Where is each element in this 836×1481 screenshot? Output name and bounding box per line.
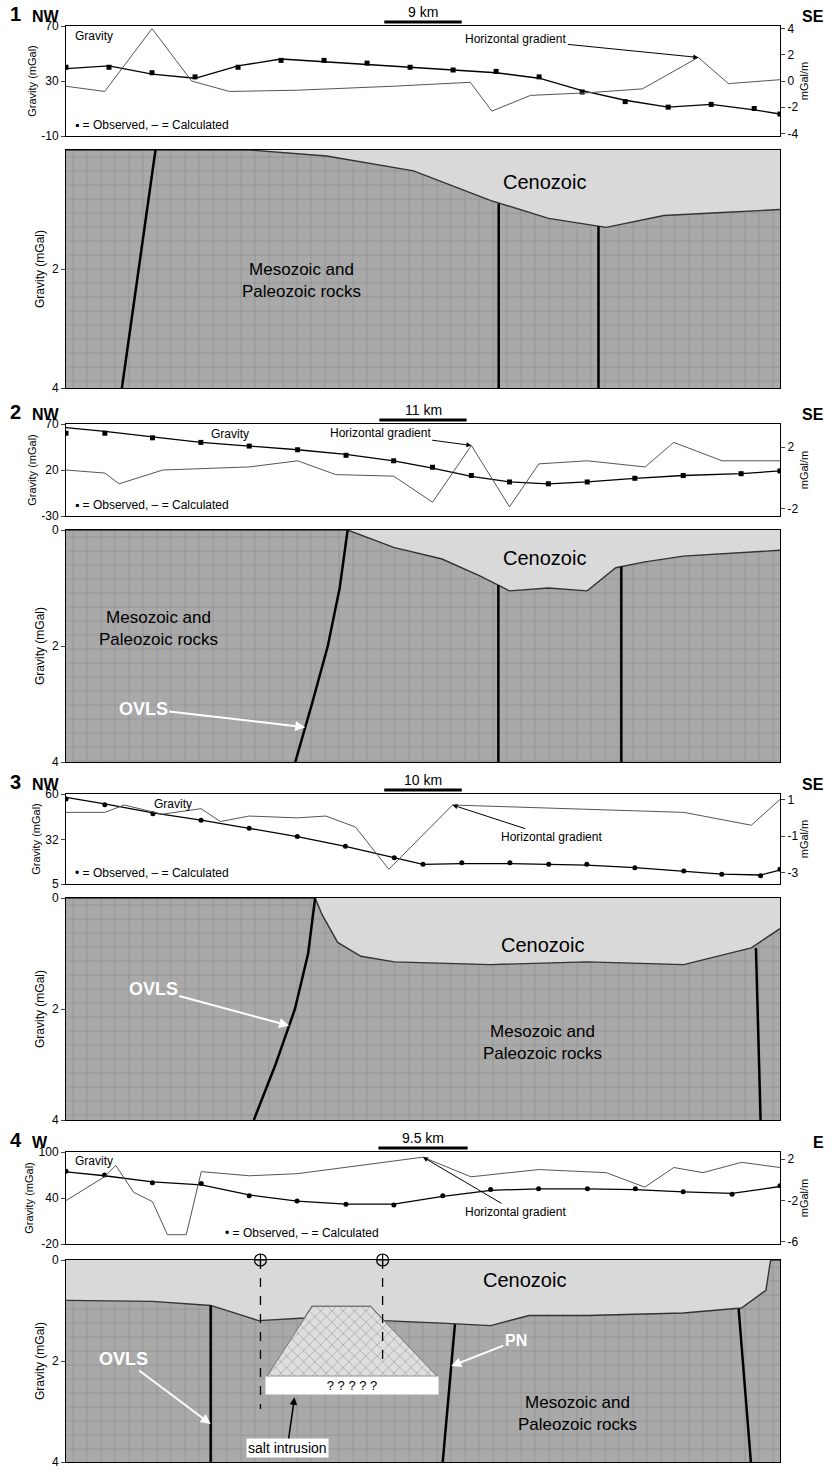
- svg-text:-30: -30: [41, 509, 59, 523]
- svg-text:PN: PN: [505, 1332, 527, 1349]
- svg-text:Gravity (mGal): Gravity (mGal): [33, 970, 47, 1048]
- svg-text:Cenozoic: Cenozoic: [503, 171, 586, 193]
- svg-text:OVLS: OVLS: [129, 979, 178, 999]
- svg-text:salt intrusion: salt intrusion: [248, 1440, 327, 1456]
- svg-text:mGal/m: mGal/m: [798, 451, 810, 490]
- svg-text:Gravity (mGal): Gravity (mGal): [33, 1322, 47, 1400]
- svg-text:100: 100: [39, 1145, 59, 1159]
- svg-text:5: 5: [52, 877, 59, 891]
- svg-text:4: 4: [787, 22, 794, 36]
- svg-text:-10: -10: [41, 129, 59, 143]
- svg-text:2: 2: [52, 639, 59, 653]
- svg-text:3: 3: [10, 771, 21, 793]
- svg-text:2: 2: [787, 48, 794, 62]
- svg-text:32: 32: [45, 833, 59, 847]
- svg-text:Gravity (mGal): Gravity (mGal): [33, 230, 47, 308]
- svg-text:Gravity: Gravity: [75, 29, 113, 43]
- svg-text:0: 0: [52, 523, 59, 537]
- svg-text:SE: SE: [802, 8, 824, 25]
- svg-text:-2: -2: [787, 1194, 798, 1208]
- svg-text:SE: SE: [802, 406, 824, 423]
- svg-text:0: 0: [52, 1253, 59, 1267]
- svg-text:9 km: 9 km: [408, 4, 438, 20]
- svg-text:4: 4: [52, 381, 59, 395]
- svg-text:11 km: 11 km: [405, 402, 442, 418]
- svg-text:40: 40: [45, 1191, 59, 1205]
- svg-text:Mesozoic andPaleozoic rocks: Mesozoic andPaleozoic rocks: [483, 1022, 602, 1063]
- svg-text:Horizontal gradient: Horizontal gradient: [501, 830, 602, 844]
- svg-text:9.5 km: 9.5 km: [402, 1130, 444, 1146]
- svg-text:4: 4: [52, 1113, 59, 1127]
- svg-text:-2: -2: [787, 502, 798, 516]
- svg-text:4: 4: [52, 1455, 59, 1469]
- svg-text:2: 2: [52, 1002, 59, 1016]
- svg-text:Gravity (mGal): Gravity (mGal): [33, 607, 47, 685]
- svg-text:Mesozoic andPaleozoic rocks: Mesozoic andPaleozoic rocks: [518, 1393, 637, 1434]
- svg-text:30: 30: [45, 74, 59, 88]
- svg-text:2: 2: [10, 401, 21, 423]
- svg-text:Horizontal gradient: Horizontal gradient: [465, 1205, 566, 1219]
- svg-text:1: 1: [787, 793, 794, 807]
- svg-text:0: 0: [787, 74, 794, 88]
- svg-text:-4: -4: [787, 127, 798, 141]
- svg-text:70: 70: [45, 19, 59, 33]
- svg-text:Gravity (mGal): Gravity (mGal): [23, 1162, 35, 1234]
- svg-text:Mesozoic andPaleozoic rocks: Mesozoic andPaleozoic rocks: [99, 608, 218, 649]
- svg-text:E: E: [813, 1134, 824, 1151]
- svg-text:-1: -1: [787, 829, 798, 843]
- svg-text:• = Observed, – = Calculated: • = Observed, – = Calculated: [75, 866, 229, 880]
- svg-text:2: 2: [787, 1152, 794, 1166]
- svg-text:mGal/m: mGal/m: [798, 820, 810, 859]
- svg-text:NW: NW: [32, 776, 60, 793]
- svg-text:SE: SE: [802, 776, 824, 793]
- svg-text:Gravity (mGal): Gravity (mGal): [30, 803, 42, 875]
- svg-text:10 km: 10 km: [404, 772, 442, 788]
- svg-text:-3: -3: [787, 866, 798, 880]
- svg-text:NW: NW: [32, 406, 60, 423]
- svg-text:▪ = Observed, – = Calculated: ▪ = Observed, – = Calculated: [75, 118, 229, 132]
- svg-text:Horizontal gradient: Horizontal gradient: [465, 32, 566, 46]
- svg-text:mGal/m: mGal/m: [798, 62, 810, 101]
- svg-text:OVLS: OVLS: [119, 699, 168, 719]
- svg-text:? ? ? ? ?: ? ? ? ? ?: [327, 1378, 378, 1393]
- svg-text:W: W: [32, 1134, 48, 1151]
- svg-text:Gravity (mGal): Gravity (mGal): [26, 434, 38, 506]
- svg-text:-2: -2: [787, 100, 798, 114]
- svg-text:NW: NW: [32, 8, 60, 25]
- svg-text:2: 2: [52, 262, 59, 276]
- svg-text:Cenozoic: Cenozoic: [503, 547, 586, 569]
- svg-text:70: 70: [45, 417, 59, 431]
- svg-text:4: 4: [10, 1129, 22, 1151]
- svg-text:Gravity (mGal): Gravity (mGal): [26, 45, 38, 117]
- svg-text:OVLS: OVLS: [99, 1349, 148, 1369]
- svg-text:▪ = Observed, – = Calculated: ▪ = Observed, – = Calculated: [75, 498, 229, 512]
- svg-text:1: 1: [10, 3, 21, 25]
- svg-text:• = Observed, – = Calculated: • = Observed, – = Calculated: [225, 1226, 379, 1240]
- svg-text:4: 4: [52, 755, 59, 769]
- svg-text:Horizontal gradient: Horizontal gradient: [330, 426, 431, 440]
- svg-text:60: 60: [45, 787, 59, 801]
- svg-text:-6: -6: [787, 1235, 798, 1249]
- svg-text:Gravity: Gravity: [154, 797, 192, 811]
- svg-text:20: 20: [45, 463, 59, 477]
- svg-text:0: 0: [52, 891, 59, 905]
- svg-text:Cenozoic: Cenozoic: [501, 934, 584, 956]
- svg-text:2: 2: [787, 440, 794, 454]
- svg-text:2: 2: [52, 1354, 59, 1368]
- svg-text:Cenozoic: Cenozoic: [483, 1269, 566, 1291]
- svg-text:Gravity: Gravity: [211, 427, 249, 441]
- svg-text:mGal/m: mGal/m: [798, 1179, 810, 1218]
- svg-text:Gravity: Gravity: [75, 1154, 113, 1168]
- svg-text:-20: -20: [41, 1237, 59, 1251]
- svg-text:Mesozoic andPaleozoic rocks: Mesozoic andPaleozoic rocks: [242, 260, 361, 301]
